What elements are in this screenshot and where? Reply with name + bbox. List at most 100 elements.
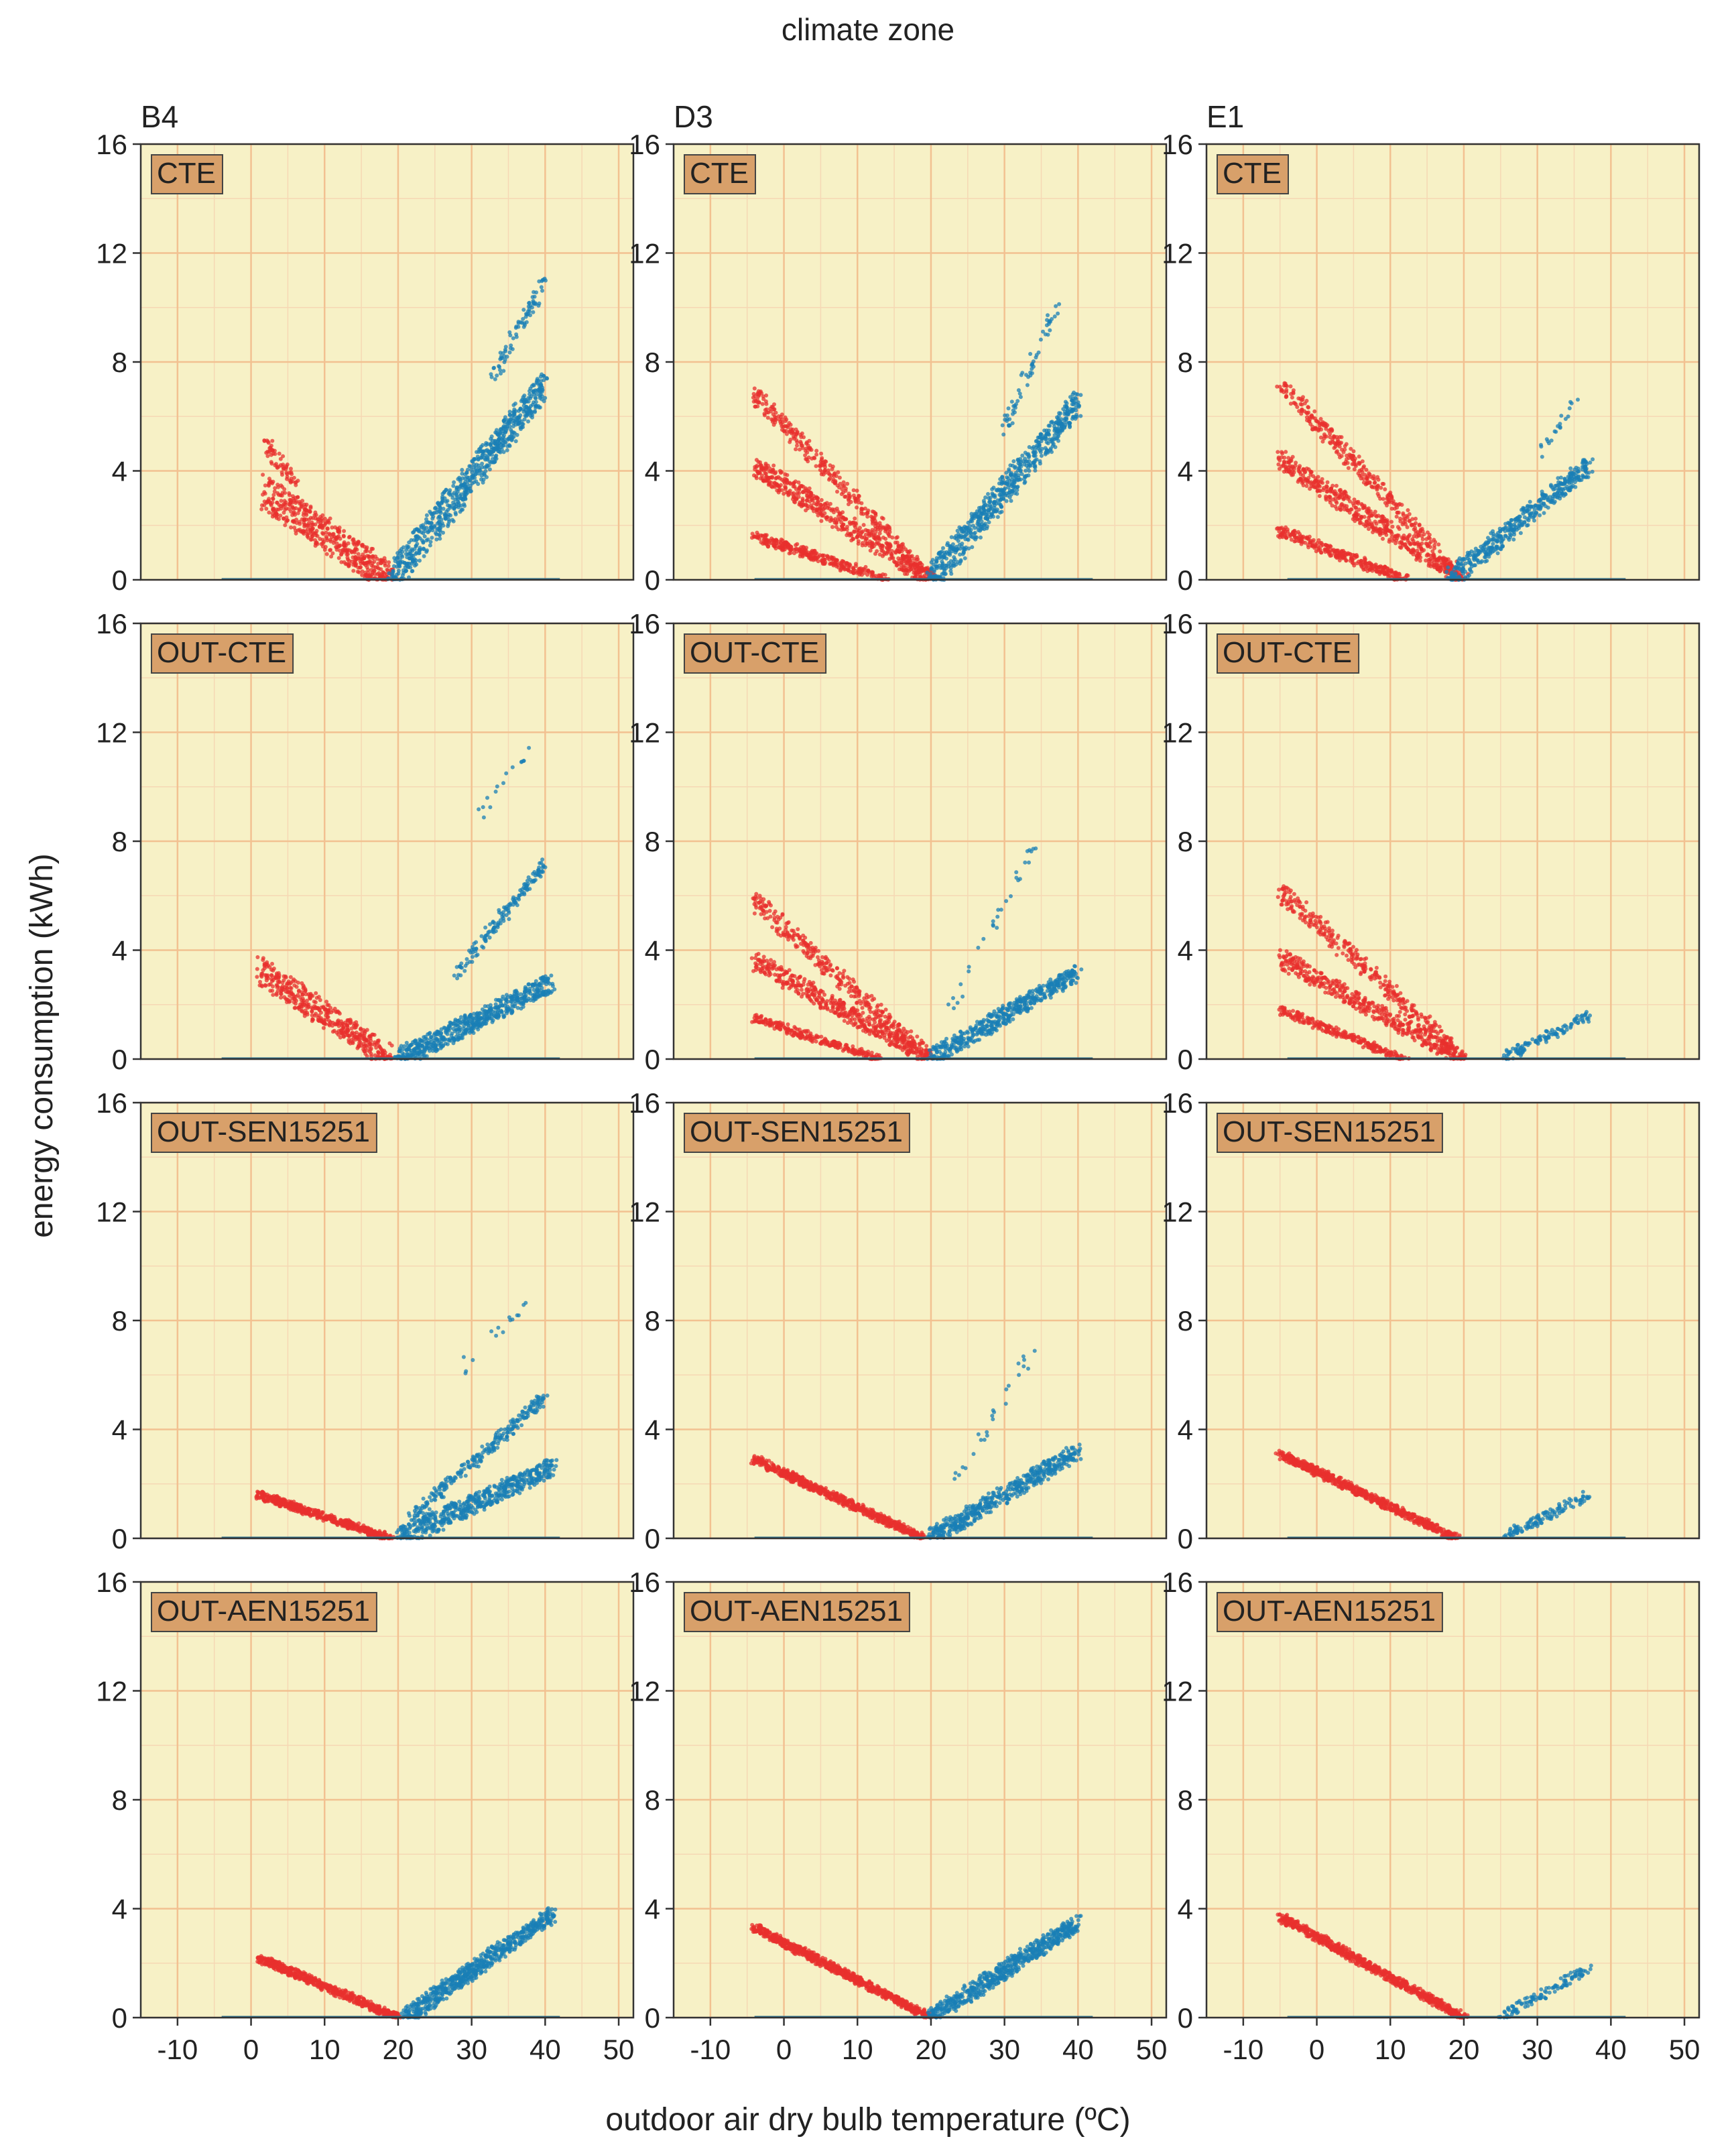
heating-point — [1284, 381, 1288, 385]
heating-point — [773, 481, 777, 485]
cooling-point — [500, 447, 504, 451]
cooling-point — [1019, 395, 1023, 399]
cooling-point — [947, 561, 951, 565]
cooling-point — [1011, 412, 1015, 416]
y-tick-label: 4 — [645, 456, 660, 487]
cooling-point — [1020, 454, 1024, 458]
heating-point — [845, 528, 849, 532]
heating-point — [1341, 556, 1345, 560]
heating-point — [263, 439, 267, 443]
heating-point — [906, 550, 910, 554]
heating-point — [1308, 539, 1312, 543]
cooling-point — [517, 320, 521, 324]
cooling-point — [1044, 332, 1048, 336]
heating-point — [1376, 484, 1380, 488]
cooling-point — [1007, 469, 1011, 473]
scenario-label: CTE — [684, 155, 755, 194]
cooling-point — [1065, 409, 1069, 413]
heating-point — [1372, 528, 1376, 532]
cooling-point — [1547, 441, 1551, 445]
heating-point — [1435, 563, 1439, 567]
column-header-d3: D3 — [674, 99, 713, 134]
heating-point — [1296, 480, 1300, 484]
cooling-point — [399, 554, 404, 558]
cooling-point — [1059, 422, 1063, 426]
cooling-point — [989, 505, 993, 509]
heating-point — [280, 485, 284, 489]
heating-point — [307, 517, 311, 521]
heating-point — [792, 436, 796, 440]
heating-point — [878, 552, 882, 556]
heating-point — [909, 555, 913, 559]
cooling-point — [428, 544, 432, 548]
heating-point — [326, 527, 330, 531]
heating-point — [267, 497, 271, 501]
cooling-point — [993, 506, 997, 510]
heating-point — [1340, 435, 1344, 439]
cooling-point — [1036, 436, 1040, 440]
cooling-point — [463, 480, 467, 484]
heating-point — [848, 520, 852, 524]
cooling-point — [1026, 466, 1030, 470]
heating-point — [847, 494, 851, 498]
cooling-point — [1467, 573, 1471, 577]
cooling-point — [1576, 397, 1580, 402]
heating-point — [1369, 485, 1373, 489]
heating-point — [1421, 538, 1425, 542]
heating-point — [1289, 392, 1293, 396]
heating-point — [313, 538, 317, 542]
heating-point — [371, 547, 375, 551]
heating-point — [337, 556, 341, 560]
cooling-point — [467, 464, 471, 468]
heating-point — [365, 565, 369, 569]
cooling-point — [1012, 488, 1016, 492]
cooling-point — [533, 295, 537, 299]
cooling-point — [1467, 558, 1471, 562]
heating-point — [759, 464, 763, 468]
heating-point — [1320, 422, 1324, 426]
heating-point — [755, 464, 759, 468]
heating-point — [916, 564, 920, 568]
heating-point — [767, 476, 771, 480]
heating-point — [865, 573, 869, 577]
y-tick-label: 4 — [1178, 456, 1193, 487]
heating-point — [1384, 533, 1388, 537]
heating-point — [890, 536, 894, 540]
cooling-point — [524, 414, 528, 418]
cooling-point — [532, 400, 536, 404]
cooling-point — [1472, 556, 1476, 560]
heating-point — [861, 530, 865, 534]
heating-point — [881, 544, 885, 548]
heating-point — [290, 513, 294, 517]
cooling-point — [483, 453, 487, 457]
heating-point — [368, 574, 372, 578]
heating-point — [1412, 528, 1416, 532]
cooling-point — [514, 439, 518, 443]
cooling-point — [971, 524, 975, 528]
heating-point — [820, 498, 824, 502]
heating-point — [771, 538, 775, 542]
cooling-point — [438, 506, 442, 510]
cooling-point — [1015, 492, 1019, 496]
heating-point — [342, 529, 346, 533]
cooling-point — [1026, 383, 1030, 387]
heating-point — [842, 517, 846, 521]
cooling-point — [431, 515, 435, 519]
heating-point — [1290, 538, 1294, 542]
cooling-point — [1005, 499, 1009, 503]
heating-point — [788, 544, 792, 548]
cooling-point — [454, 486, 458, 490]
cooling-point — [391, 569, 395, 573]
cooling-point — [987, 500, 991, 504]
heating-point — [357, 542, 361, 546]
heating-point — [1439, 563, 1443, 567]
heating-point — [1427, 564, 1431, 568]
cooling-point — [437, 532, 441, 536]
cooling-point — [1032, 454, 1036, 458]
cooling-point — [420, 526, 424, 530]
cooling-point — [480, 462, 484, 466]
heating-point — [871, 528, 875, 532]
heating-point — [1324, 427, 1328, 431]
heating-point — [271, 497, 275, 501]
heating-point — [1320, 541, 1324, 545]
